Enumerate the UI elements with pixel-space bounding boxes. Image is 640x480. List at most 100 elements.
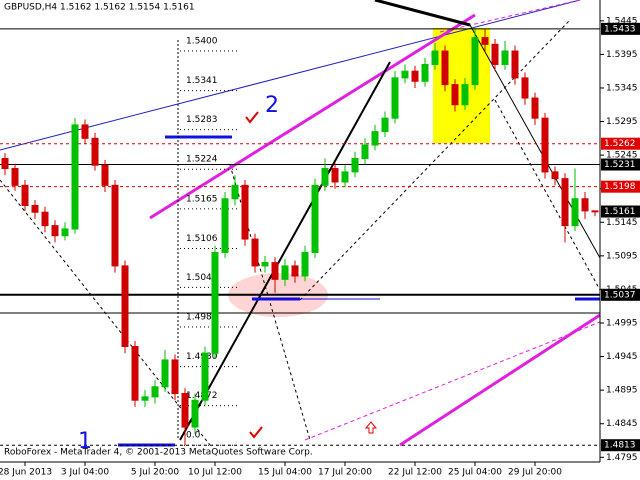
candle-body bbox=[261, 262, 269, 267]
trend-line bbox=[299, 19, 571, 301]
channel-line bbox=[439, 0, 581, 33]
channel-line bbox=[304, 321, 601, 441]
candle-body bbox=[41, 211, 49, 227]
candle-body bbox=[461, 84, 469, 106]
price-label: 1.5262 bbox=[604, 139, 636, 149]
check-icon bbox=[249, 426, 263, 439]
candle-body bbox=[71, 124, 79, 230]
candle-body bbox=[11, 168, 19, 186]
candle-body bbox=[441, 50, 449, 86]
price-label-bg bbox=[601, 439, 640, 452]
fib-label: 1.5400 bbox=[186, 37, 218, 47]
candle-body bbox=[51, 225, 59, 237]
candle-body bbox=[581, 198, 589, 212]
trend-line bbox=[494, 99, 601, 291]
candle-body bbox=[341, 171, 349, 183]
x-tick-label: 17 Jul 20:00 bbox=[318, 468, 372, 478]
candle-body bbox=[141, 396, 149, 401]
candle-body bbox=[291, 265, 299, 277]
candle-body bbox=[431, 50, 439, 65]
check-icon bbox=[245, 111, 259, 124]
candle-body bbox=[191, 399, 199, 428]
y-tick-label: 1.4845 bbox=[606, 419, 638, 429]
x-tick-label: 3 Jul 04:00 bbox=[61, 468, 110, 478]
y-tick-label: 1.5145 bbox=[606, 218, 638, 228]
levels: 1.5400 1.5341 1.5283 1.5224 1.5165 1.5106 1.50… bbox=[0, 28, 600, 446]
y-tick-label: 1.5095 bbox=[606, 251, 638, 261]
fib-label: 1.5341 bbox=[186, 76, 218, 86]
candle-body bbox=[101, 164, 109, 186]
annotation: 2 bbox=[265, 93, 279, 118]
y-tick-label: 1.4795 bbox=[606, 453, 638, 463]
price-label: 1.5231 bbox=[604, 160, 636, 170]
fib-label: 1.5106 bbox=[186, 234, 218, 244]
candle-body bbox=[401, 70, 409, 79]
y-tick-label: 1.4995 bbox=[606, 318, 638, 328]
x-tick-label: 29 Jul 20:00 bbox=[508, 468, 562, 478]
price-label: 1.5198 bbox=[604, 182, 636, 192]
candle-body bbox=[21, 184, 29, 206]
candle-body bbox=[181, 393, 189, 428]
y-tick-label: 1.5295 bbox=[606, 117, 638, 127]
y-tick-label: 1.5445 bbox=[606, 16, 638, 26]
x-tick-label: 10 Jul 12:00 bbox=[188, 468, 242, 478]
annotation: 1 bbox=[78, 429, 92, 454]
fib-label: 1.5048 bbox=[186, 273, 218, 283]
candle-body bbox=[91, 137, 99, 166]
candle-body bbox=[451, 84, 459, 106]
candle-body bbox=[111, 184, 119, 267]
candle-body bbox=[201, 352, 209, 401]
candle-body bbox=[171, 359, 179, 395]
price-label-bg bbox=[601, 158, 640, 171]
x-tick-label: 25 Jul 04:00 bbox=[448, 468, 502, 478]
candle-body bbox=[351, 157, 359, 173]
candle-body bbox=[211, 251, 219, 354]
price-label: 1.5161 bbox=[604, 207, 636, 217]
footer: RoboForex - MetaTrader 4, © 2001-2013 Me… bbox=[4, 448, 313, 458]
candle-body bbox=[421, 63, 429, 82]
fib-label: 1.5165 bbox=[186, 194, 218, 204]
channel-line bbox=[149, 13, 476, 220]
candle-body bbox=[471, 37, 479, 86]
candle-body bbox=[361, 144, 369, 159]
candle-body bbox=[591, 210, 599, 213]
candle-body bbox=[221, 198, 229, 253]
trend-line bbox=[0, 0, 581, 151]
candle-body bbox=[321, 168, 329, 186]
candle-body bbox=[1, 157, 9, 170]
candle-body bbox=[251, 238, 259, 267]
candle-body bbox=[311, 184, 319, 253]
chart-title: GBPUSD,H4 1.5162 1.5162 1.5154 1.5161 bbox=[4, 3, 195, 13]
y-tick-label: 1.4945 bbox=[606, 352, 638, 362]
candle-body bbox=[501, 50, 509, 65]
candle-body bbox=[391, 77, 399, 119]
candle-body bbox=[531, 97, 539, 119]
candles bbox=[1, 28, 599, 446]
candle-body bbox=[541, 117, 549, 173]
price-label: 1.4813 bbox=[604, 441, 636, 451]
candle-body bbox=[61, 228, 69, 237]
candle-body bbox=[241, 184, 249, 240]
drawings bbox=[0, 0, 601, 447]
y-tick-label: 1.5245 bbox=[606, 151, 638, 161]
candle-body bbox=[371, 131, 379, 146]
y-tick-label: 1.4895 bbox=[606, 386, 638, 396]
candle-body bbox=[281, 265, 289, 280]
candle-body bbox=[481, 37, 489, 45]
x-tick-label: 28 Jun 2013 bbox=[0, 468, 52, 478]
wave-line bbox=[179, 61, 391, 441]
channel-line bbox=[399, 313, 601, 447]
price-label-bg bbox=[601, 22, 640, 35]
candle-body bbox=[411, 70, 419, 82]
candle-body bbox=[571, 198, 579, 227]
candle-body bbox=[301, 251, 309, 277]
candle-body bbox=[131, 346, 139, 401]
candle-body bbox=[551, 171, 559, 180]
candle-body bbox=[521, 77, 529, 99]
price-label-bg bbox=[601, 288, 640, 301]
fib-label: 1.5224 bbox=[186, 155, 218, 165]
fib-label: 0.0 bbox=[186, 431, 201, 441]
candle-body bbox=[561, 178, 569, 227]
candle-body bbox=[31, 204, 39, 213]
